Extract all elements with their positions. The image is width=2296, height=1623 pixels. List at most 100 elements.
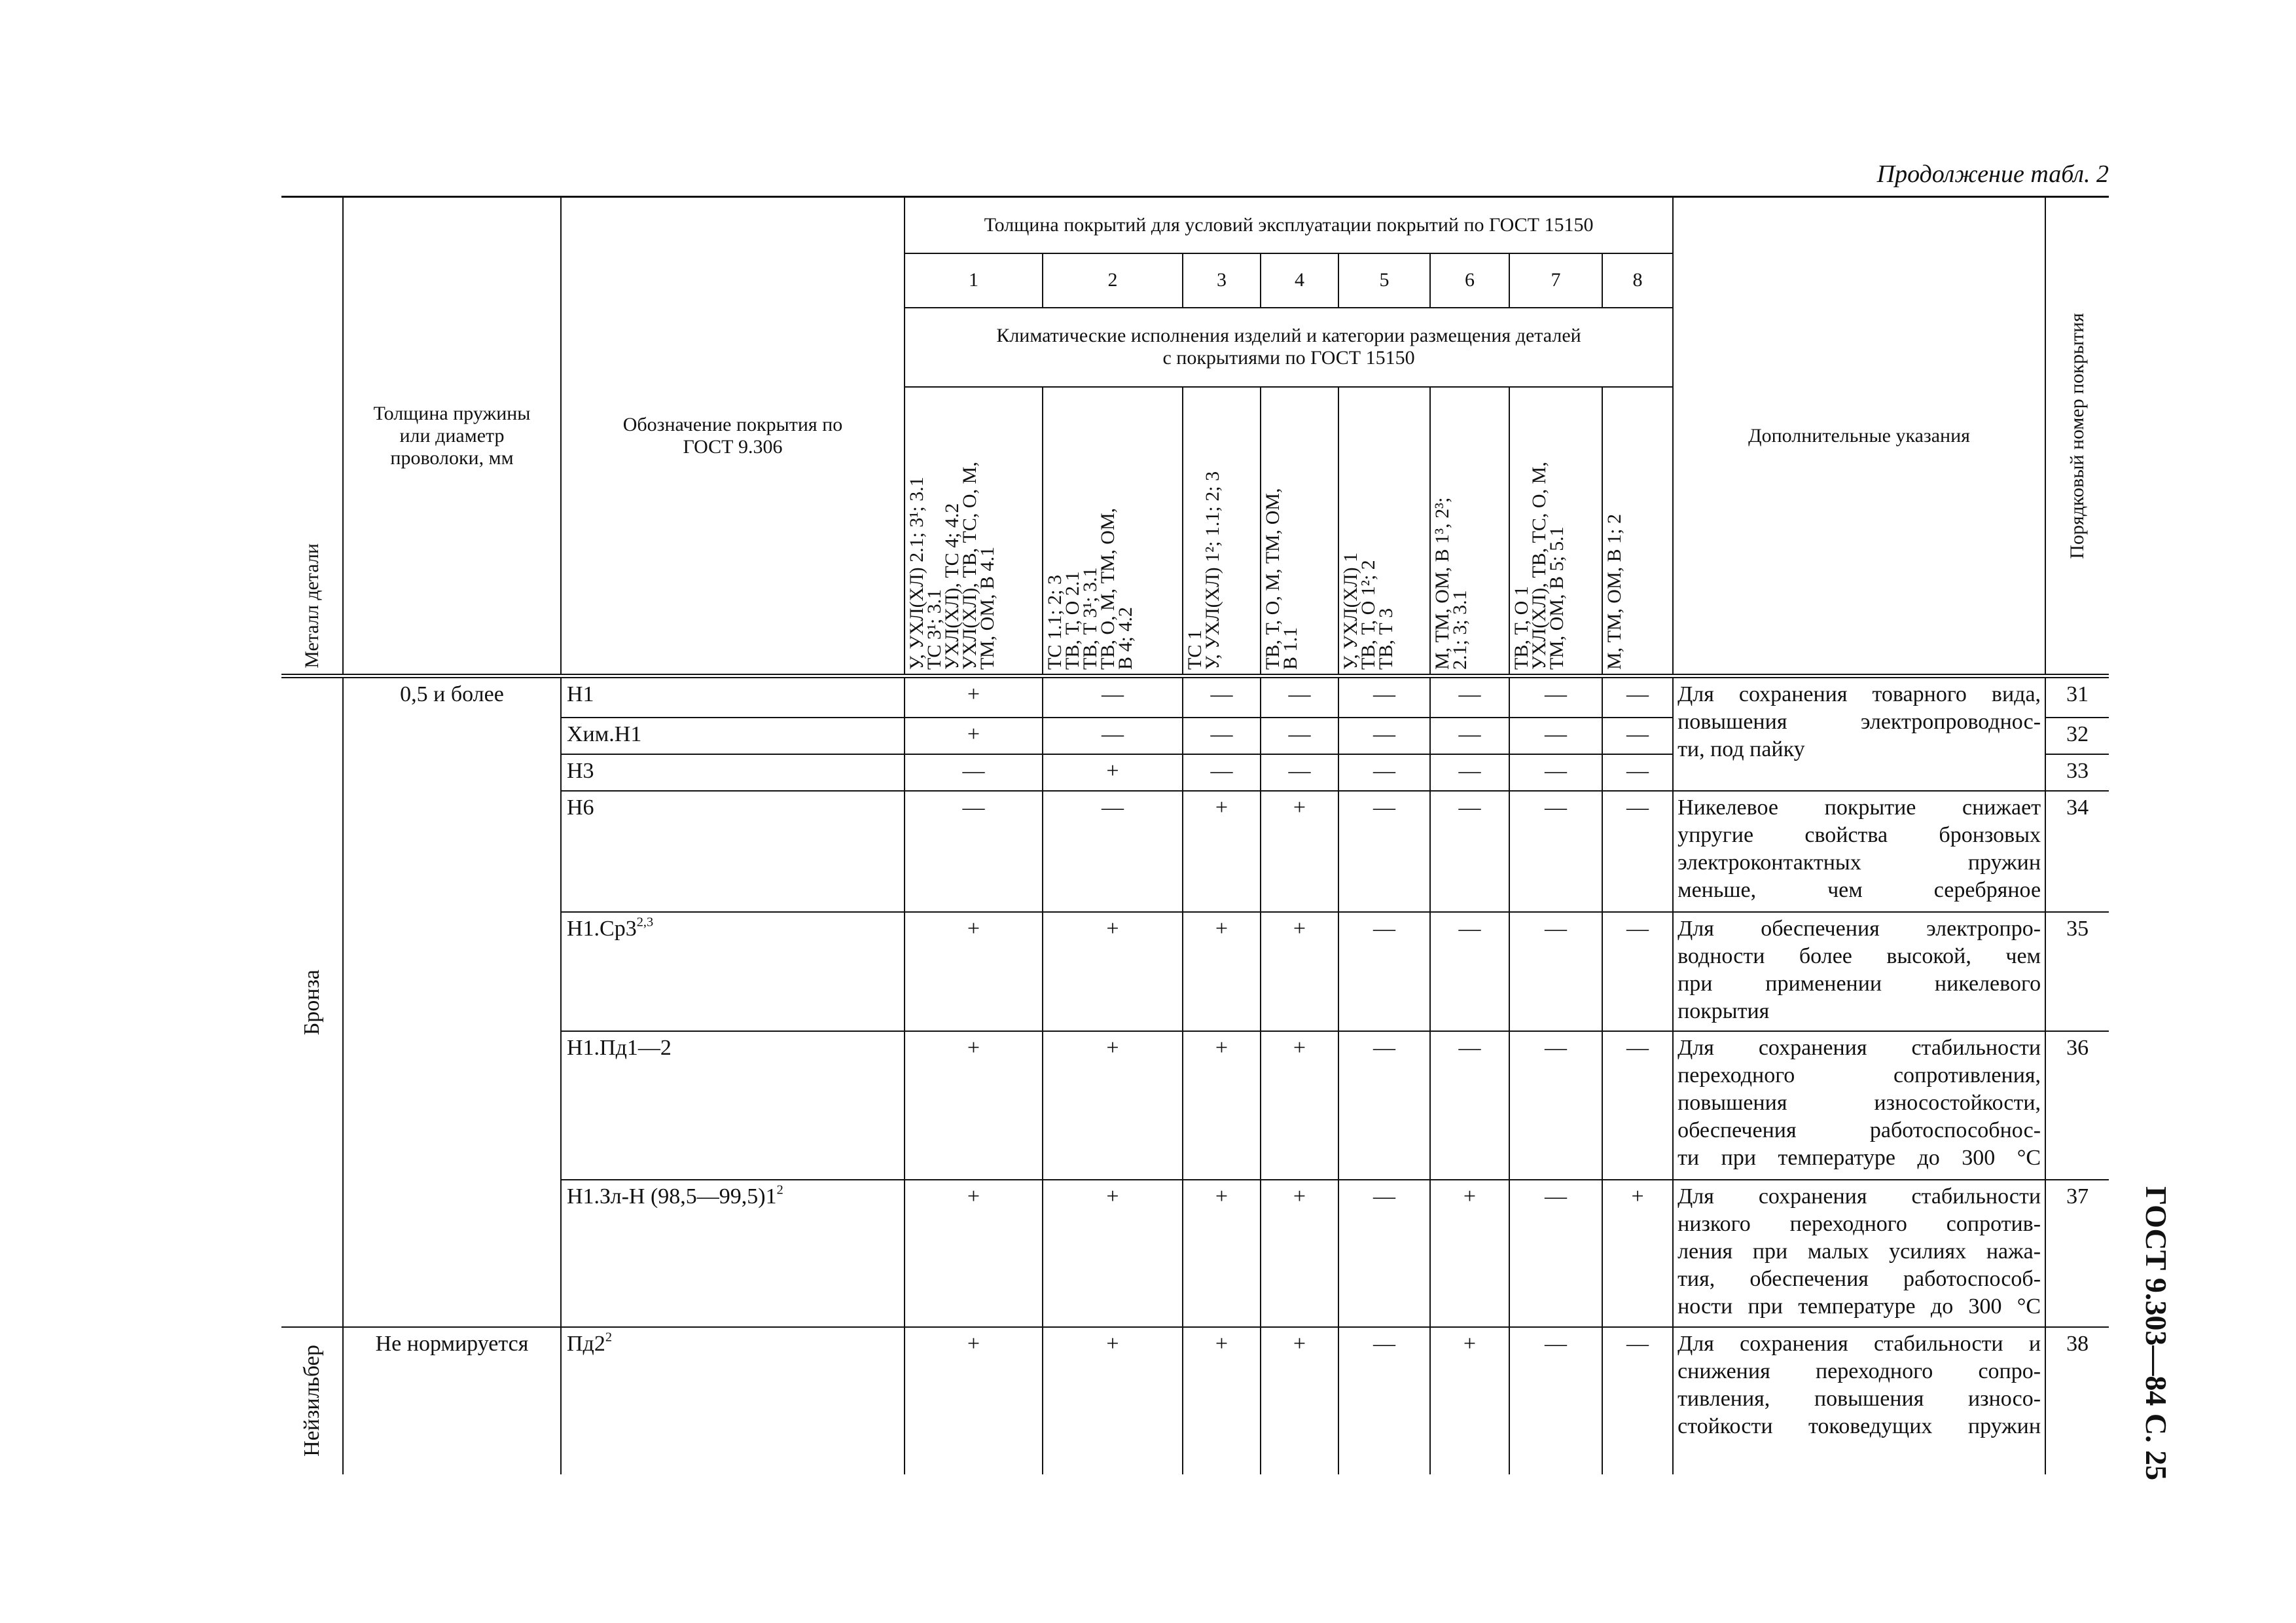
designation-cell: Н6 [561,790,905,913]
mark: — [1601,790,1674,913]
mark: — [1182,675,1261,718]
header-climate-group-line: с покрытиями по ГОСТ 15150 [1162,347,1415,369]
mark: + [1042,1030,1183,1180]
climate-line: ТВ, Т, О 2.1 [1062,571,1083,670]
note-cell: Никелевое покрытие снижает упругие свойст… [1672,790,2047,913]
mark: — [1601,1326,1674,1474]
table-head: Металл детали Толщина пружины или диаметр п… [281,196,2109,678]
designation: Н1.Зл-Н (98,5—99,5)1 [567,1184,777,1209]
header-climate-group: Климатические исполнения изделий и катег… [905,306,1674,388]
mark: — [1509,1326,1603,1474]
metal-cell: Бронза [281,675,344,1328]
mark: — [1338,1326,1431,1474]
mark: — [904,753,1043,792]
row-number: 37 [2045,1178,2109,1328]
header-notes: Дополнительные указания [1672,196,2047,678]
note-line: ления при малых усилиях нажа- [1677,1239,2041,1264]
climate-line: 2.1; 3; 3.1 [1449,590,1471,670]
header-climate-cell: М, ТМ, ОМ, В 1³, 2³; 2.1; 3; 3.1 [1429,386,1510,678]
mark: — [1260,753,1339,792]
note-line: обеспечения работоспособнос- [1677,1118,2041,1142]
note-line: ти при температуре до 300 °С [1677,1145,2041,1170]
header-condition: 3 [1182,252,1261,308]
table-row: Н1.Зл-Н (98,5—99,5)12 + + + + — + — + Для сохране… [281,1178,2109,1328]
climate-line: УХЛ(ХЛ), ТВ, ТС, О, М, [959,462,980,670]
climate-line: В 4; 4.2 [1115,607,1136,670]
header-designation: ГОСТ 9.306 [683,435,783,458]
mark: — [1338,675,1431,718]
mark: + [904,1326,1043,1474]
designation-cell: Н1 [560,675,905,718]
header-thickness: или диаметр [399,424,505,447]
header-cell: Толщина пружины или диаметр проволоки, мм [342,196,562,678]
metal: Нейзильбер [299,1345,324,1457]
header-condition: 2 [1042,252,1183,308]
mark: + [1182,911,1261,1032]
designation-cell: Н1.Ср32,3 [561,911,905,1032]
climate-line: У, УХЛ(ХЛ) 2.1; 3¹; 3.1 [906,477,927,670]
climate-line: УХЛ(ХЛ), ТВ, ТС, О, М, [1528,462,1550,670]
mark: — [1509,753,1603,792]
header-climate-cell: ТС 1.1; 2; 3 ТВ, Т, О 2.1 ТВ, Т 3¹; 3.1 ТВ,… [1042,386,1183,678]
mark: — [1601,1030,1674,1180]
note-line: меньше, чем серебряное [1677,877,2041,902]
metal: Бронза [299,969,324,1035]
row-number: 33 [2045,753,2109,792]
note-line: переходного сопротивления, [1677,1063,2041,1087]
designation: Н1 [567,682,594,706]
mark: — [1042,716,1183,755]
designation-sup: 2 [776,1182,783,1197]
row-number: 36 [2045,1030,2109,1180]
header-row: Климатические исполнения изделий и катег… [281,306,2109,388]
mark: + [1260,1326,1339,1474]
note-line: Для сохранения стабильности [1677,1184,2041,1209]
table-row: Бронза 0,5 и более Н1 + — — — — — — — Для сохранени… [281,675,2109,1328]
mark: — [1182,716,1261,755]
header-cell: Обозначение покрытия по ГОСТ 9.306 [560,196,905,678]
note-line: водности более высокой, чем [1677,943,2041,968]
climate-rotated: ТС 1 У, УХЛ(ХЛ) 1²; 1.1; 2; 3 [1184,392,1223,670]
designation-cell: Пд22 [560,1326,905,1474]
row-number: 31 [2045,675,2109,718]
designation-cell: Н1.Зл-Н (98,5—99,5)12 [561,1178,905,1328]
note-line: покрытия [1677,998,1770,1023]
climate-rotated: У, УХЛ(ХЛ) 1 ТВ, Т, О 1²; 2 ТВ, Т 3 [1340,392,1397,670]
header-condition: 7 [1509,252,1603,308]
header-condition: 6 [1429,252,1510,308]
header-row: Металл детали Толщина пружины или диаметр п… [281,196,2109,678]
note-line: стойкости токоведущих пружин [1677,1413,2041,1438]
mark: + [1182,1030,1261,1180]
climate-line: У, УХЛ(ХЛ) 1²; 1.1; 2; 3 [1202,471,1223,670]
header-climate-cell: ТВ, Т, О, М, ТМ, ОМ, В 1.1 [1260,386,1339,678]
mark: + [1601,1178,1674,1328]
climate-line: М, ТМ, ОМ, В 1; 2 [1604,514,1625,670]
mark: + [1042,753,1183,792]
mark: + [1042,1326,1183,1474]
mark: — [1429,911,1510,1032]
mark: + [904,1030,1043,1180]
row-number: 35 [2045,911,2109,1032]
mark: — [1509,716,1603,755]
mark: — [1601,716,1674,755]
thickness: 0,5 и более [342,675,562,1328]
header-condition: 1 [905,252,1043,308]
note-line: Никелевое покрытие снижает [1677,795,2041,820]
climate-line: ТМ, ОМ, В 5; 5.1 [1546,526,1568,670]
mark: + [1182,790,1261,913]
row-number: 38 [2045,1326,2109,1474]
header-climate-cell: М, ТМ, ОМ, В 1; 2 [1601,386,1674,678]
note-cell: Для обеспечения электропро-водности боле… [1672,911,2047,1032]
continuation-label: Продолжение табл. 2 [1876,160,2109,188]
table-row: Н1.Пд1—2 + + + + — — — — Для сохранения стабильно… [281,1030,2109,1180]
coatings-table: Металл детали Толщина пружины или диаметр п… [281,196,2109,1474]
metal-cell: Нейзильбер [281,1326,344,1474]
table-row: Н3— + — — — — — —33 [281,753,2109,792]
mark: + [904,716,1043,755]
designation: Хим.Н1 [567,721,642,746]
mark: + [1429,1326,1510,1474]
note-line: тия, обеспечения работоспособ- [1677,1266,2041,1291]
mark: — [1260,716,1339,755]
mark: + [1260,790,1339,913]
note-cell: Для сохранения стабильности низкого перех… [1672,1178,2047,1328]
